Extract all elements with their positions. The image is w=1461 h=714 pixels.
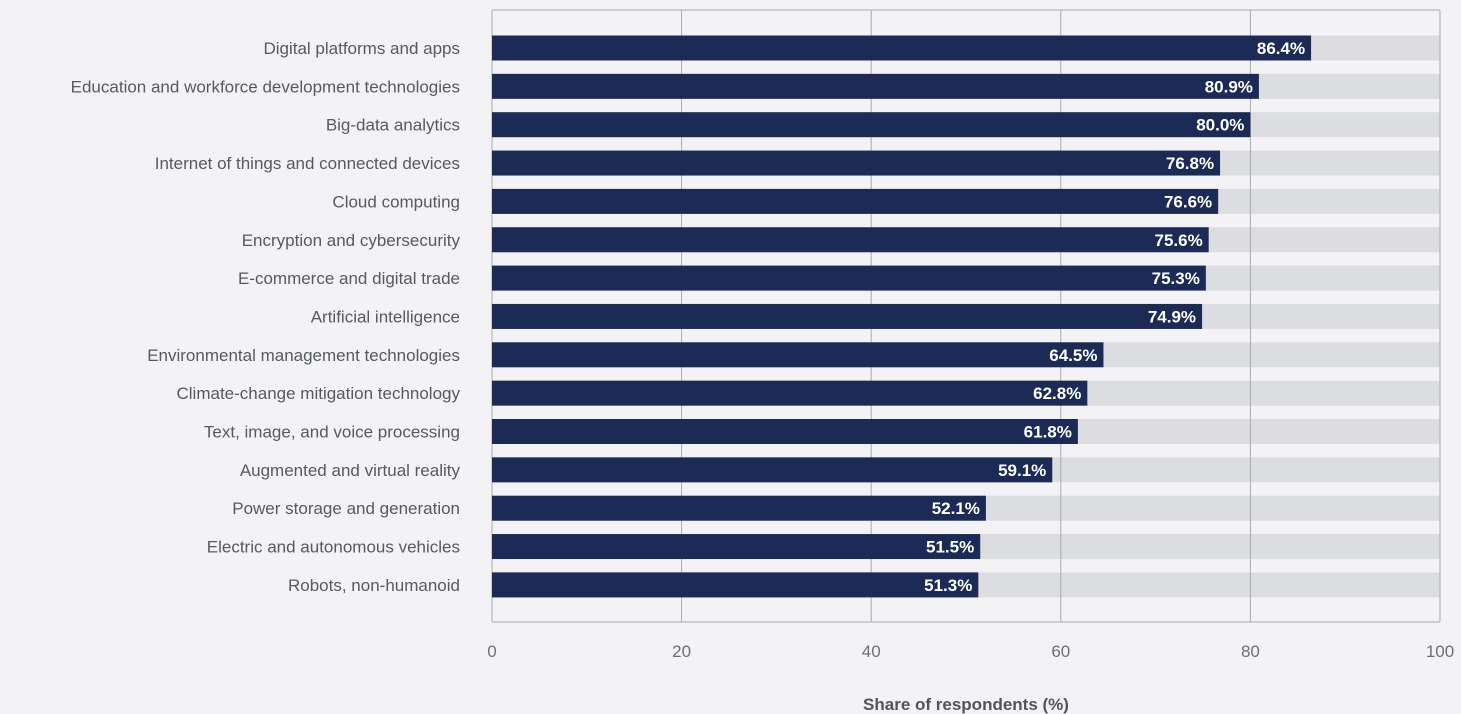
data-label: 61.8% <box>1024 423 1072 442</box>
x-tick-label: 40 <box>862 642 881 661</box>
data-label: 51.5% <box>926 538 974 557</box>
data-label: 52.1% <box>932 499 980 518</box>
x-tick-label: 20 <box>672 642 691 661</box>
bar <box>492 227 1209 253</box>
category-label: Text, image, and voice processing <box>204 423 460 442</box>
category-label: Big-data analytics <box>326 116 460 135</box>
category-label: Cloud computing <box>332 192 460 211</box>
x-tick-label: 0 <box>487 642 496 661</box>
data-label: 80.0% <box>1196 116 1244 135</box>
category-label: Environmental management technologies <box>147 346 460 365</box>
category-label: Internet of things and connected devices <box>155 154 460 173</box>
data-label: 75.6% <box>1154 231 1202 250</box>
category-label: Encryption and cybersecurity <box>242 231 461 250</box>
bar <box>492 572 979 598</box>
data-label: 76.8% <box>1166 154 1214 173</box>
x-tick-label: 80 <box>1241 642 1260 661</box>
data-label: 80.9% <box>1205 77 1253 96</box>
bar <box>492 112 1251 138</box>
bar <box>492 265 1206 291</box>
x-tick-label: 60 <box>1051 642 1070 661</box>
category-label: Education and workforce development tech… <box>71 77 460 96</box>
category-label: Artificial intelligence <box>311 307 460 326</box>
x-tick-label: 100 <box>1426 642 1454 661</box>
category-label: Digital platforms and apps <box>263 39 460 58</box>
data-label: 62.8% <box>1033 384 1081 403</box>
bar <box>492 419 1078 444</box>
bar <box>492 73 1259 99</box>
data-label: 76.6% <box>1164 192 1212 211</box>
bars <box>492 35 1312 598</box>
data-label: 74.9% <box>1148 307 1196 326</box>
bar <box>492 303 1203 329</box>
bar <box>492 534 981 560</box>
data-label: 64.5% <box>1049 346 1097 365</box>
x-tick-labels: 0 20 40 60 80 100 <box>487 642 1454 661</box>
bar <box>492 150 1221 176</box>
bar <box>492 495 986 521</box>
category-label: Climate-change mitigation technology <box>177 384 461 403</box>
data-labels: 86.4%80.9% 80.0% 76.8% 76.6% 75.6% 75.3% 74.9%… <box>924 39 1305 595</box>
category-labels: Digital platforms and apps Education and … <box>71 39 461 595</box>
bar <box>492 188 1219 214</box>
data-label: 59.1% <box>998 461 1046 480</box>
category-label: E-commerce and digital trade <box>238 269 460 288</box>
bar <box>492 457 1053 483</box>
data-label: 75.3% <box>1152 269 1200 288</box>
bar <box>492 342 1104 368</box>
x-axis-title: Share of respondents (%) <box>863 695 1069 714</box>
category-label: Robots, non-humanoid <box>288 576 460 595</box>
category-label: Power storage and generation <box>232 499 460 518</box>
bar <box>492 380 1088 406</box>
category-label: Augmented and virtual reality <box>240 461 461 480</box>
bar <box>492 35 1312 61</box>
data-label: 51.3% <box>924 576 972 595</box>
category-label: Electric and autonomous vehicles <box>207 538 460 557</box>
data-label: 86.4% <box>1257 39 1305 58</box>
